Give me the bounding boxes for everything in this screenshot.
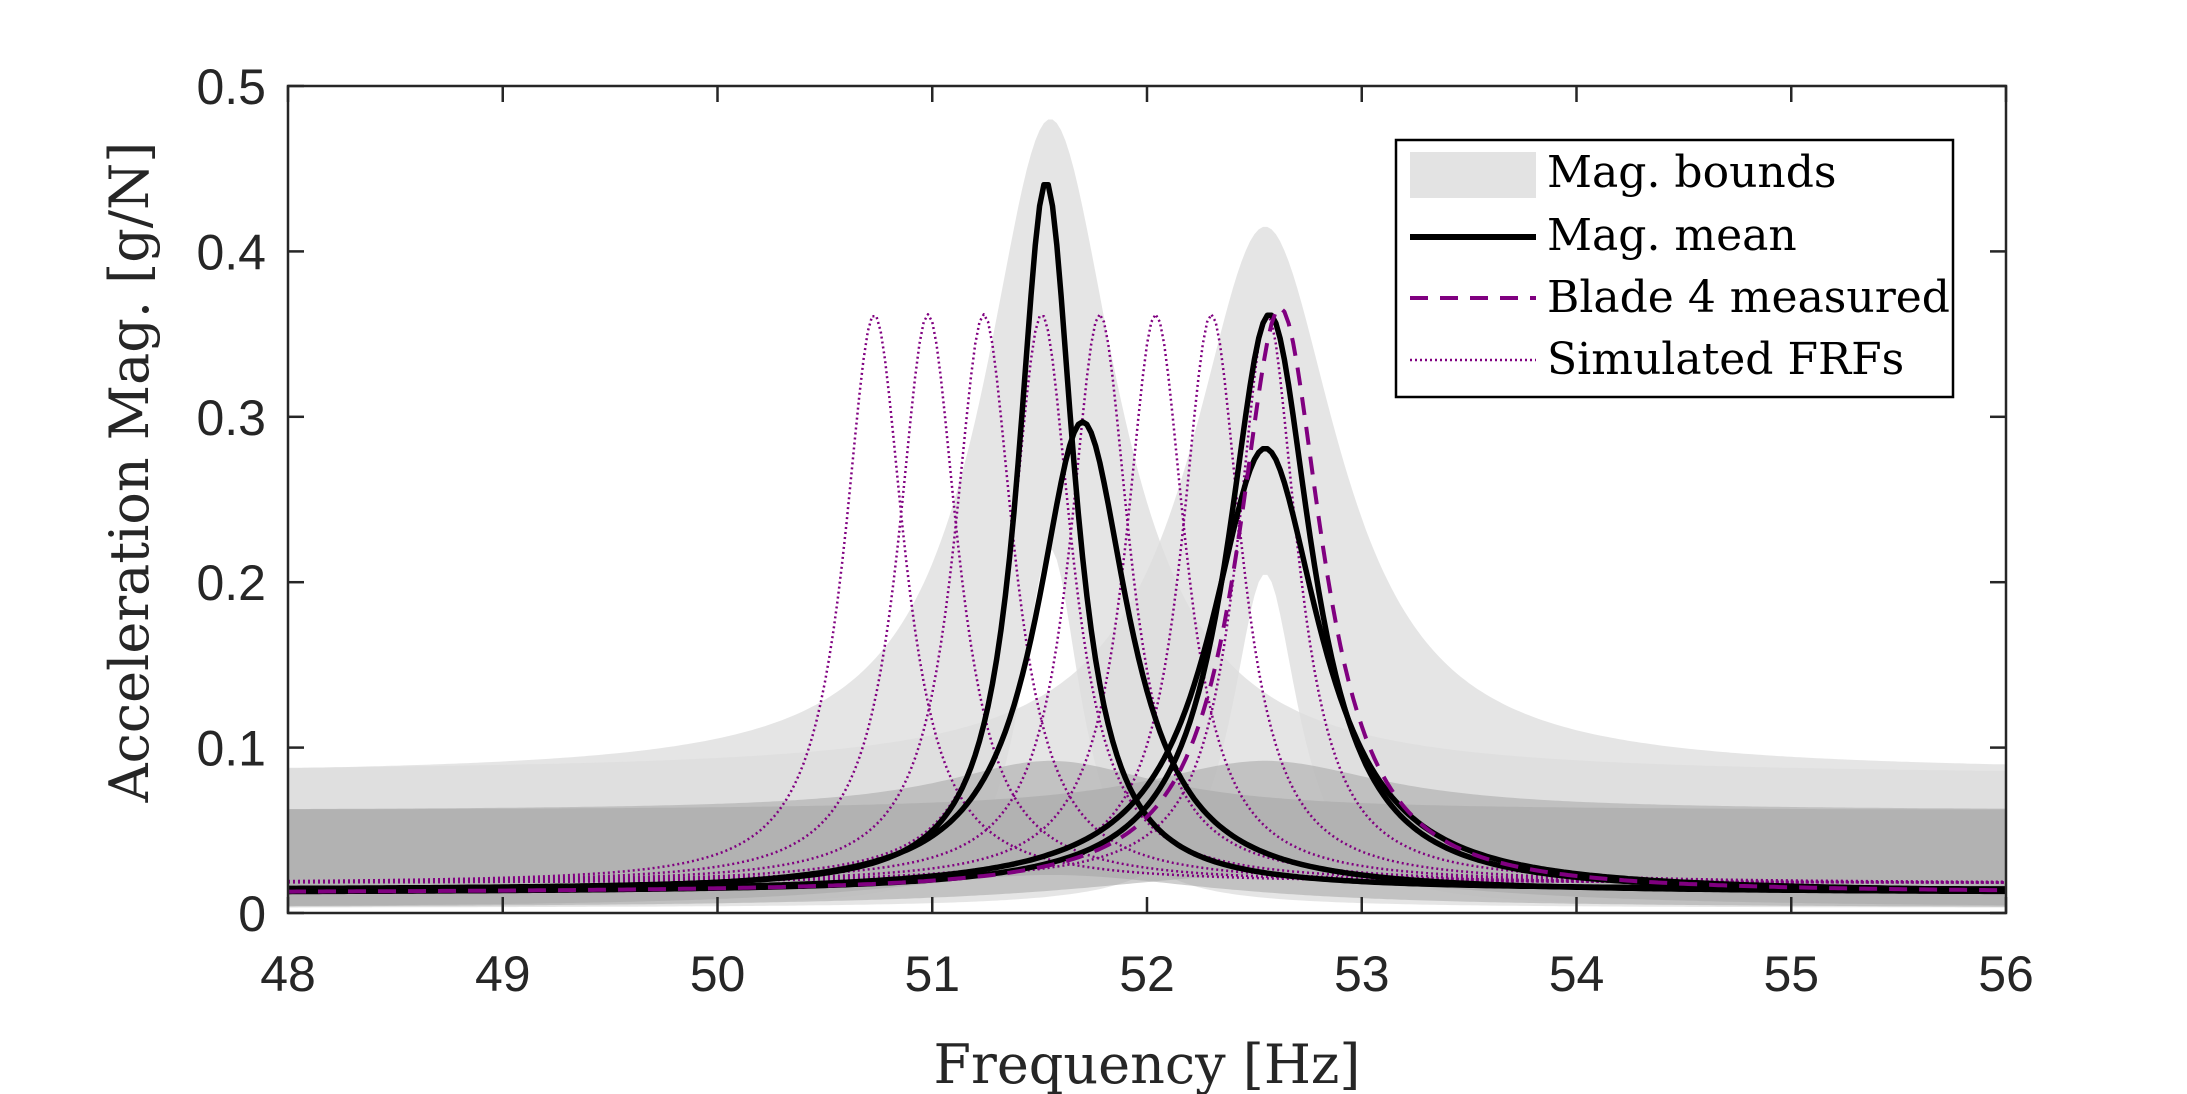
- legend-label-mean: Mag. mean: [1547, 210, 1797, 261]
- y-tick-label: 0.2: [196, 555, 266, 611]
- x-axis-title: Frequency [Hz]: [934, 1033, 1361, 1094]
- legend-label-bounds: Mag. bounds: [1547, 147, 1837, 198]
- legend-label-simulated: Simulated FRFs: [1547, 334, 1904, 385]
- y-axis-title: Acceleration Mag. [g/N]: [98, 142, 161, 804]
- x-tick-label: 48: [260, 946, 316, 1002]
- simulated-curve-2: [288, 313, 2006, 884]
- simulated-curve-8: [288, 313, 2006, 884]
- x-tick-label: 53: [1334, 946, 1390, 1002]
- x-tick-label: 55: [1763, 946, 1819, 1002]
- x-tick-label: 49: [475, 946, 531, 1002]
- axes: 48 49 50 51 52 53 54 55 56 0 0.1 0.2 0.3 0.4 0.5: [196, 59, 2033, 1002]
- legend: Mag. bounds Mag. mean Blade 4 measured S…: [1394, 138, 1955, 399]
- measured-curve-1: [288, 305, 2006, 894]
- x-tick-label: 51: [904, 946, 960, 1002]
- bounds-band-1: [288, 119, 2006, 908]
- legend-label-measured: Blade 4 measured: [1547, 272, 1950, 323]
- x-tick-label: 52: [1119, 946, 1175, 1002]
- y-tick-label: 0.3: [196, 390, 266, 446]
- legend-swatch-bounds: [1410, 152, 1536, 198]
- x-tick-label: 50: [690, 946, 746, 1002]
- y-tick-label: 0.5: [196, 59, 266, 115]
- plot-area: [288, 119, 2006, 908]
- x-tick-label: 56: [1978, 946, 2034, 1002]
- y-tick-label: 0.1: [196, 721, 266, 777]
- simulated-curve-1: [288, 314, 2006, 884]
- y-tick-label: 0.4: [196, 224, 266, 280]
- bounds-core-2: [288, 760, 2006, 907]
- y-tick-label: 0: [238, 886, 266, 942]
- x-tick-label: 54: [1549, 946, 1605, 1002]
- bounds-band-2: [288, 226, 2006, 908]
